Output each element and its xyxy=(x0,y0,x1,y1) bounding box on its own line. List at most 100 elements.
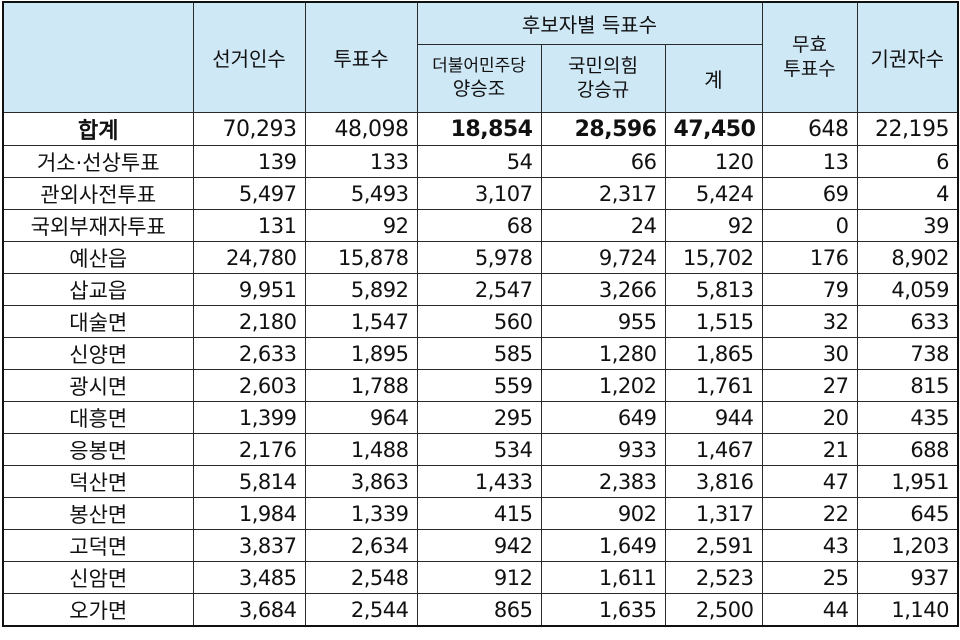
cell-votes: 15,878 xyxy=(304,241,418,274)
table-row: 신양면 2,633 1,895 585 1,280 1,865 30 738 xyxy=(2,337,959,370)
header-candidate-2: 국민의힘 강승규 xyxy=(540,44,666,113)
row-label: 덕산면 xyxy=(2,465,194,498)
cell-abstain: 4 xyxy=(856,177,959,210)
cell-electors: 2,176 xyxy=(192,433,306,466)
cell-total: 1,317 xyxy=(664,497,763,530)
cell-votes: 3,863 xyxy=(304,465,418,498)
header-invalid-line2: 투표수 xyxy=(783,57,836,80)
cell-cand2: 24 xyxy=(540,209,666,242)
table-row: 봉산면 1,984 1,339 415 902 1,317 22 645 xyxy=(2,497,959,530)
row-label: 응봉면 xyxy=(2,433,194,466)
cell-cand1: 415 xyxy=(416,497,542,530)
cell-electors: 139 xyxy=(192,145,306,178)
cell-abstain: 8,902 xyxy=(856,241,959,274)
cell-invalid: 13 xyxy=(761,145,858,178)
header-invalid-line1: 무효 xyxy=(792,33,827,56)
cell-total: 1,515 xyxy=(664,305,763,338)
cell-invalid: 43 xyxy=(761,529,858,562)
cell-electors: 5,497 xyxy=(192,177,306,210)
total-cand1: 18,854 xyxy=(416,112,542,146)
cell-cand2: 9,724 xyxy=(540,241,666,274)
row-label: 예산읍 xyxy=(2,241,194,274)
table-body: 합계 70,293 48,098 18,854 28,596 47,450 64… xyxy=(2,112,959,627)
cell-abstain: 39 xyxy=(856,209,959,242)
cell-cand2: 649 xyxy=(540,401,666,434)
table-header: 선거인수 투표수 후보자별 득표수 무효 투표수 기권자수 더불어민주당 양승조… xyxy=(2,1,959,113)
total-votes: 48,098 xyxy=(304,112,418,146)
total-label: 합계 xyxy=(2,112,194,146)
cell-cand1: 865 xyxy=(416,593,542,627)
cell-votes: 2,634 xyxy=(304,529,418,562)
row-label: 국외부재자투표 xyxy=(2,209,194,242)
cell-total: 92 xyxy=(664,209,763,242)
cell-electors: 1,399 xyxy=(192,401,306,434)
election-results-table: 선거인수 투표수 후보자별 득표수 무효 투표수 기권자수 더불어민주당 양승조… xyxy=(2,1,960,627)
cell-cand2: 1,635 xyxy=(540,593,666,627)
row-label: 광시면 xyxy=(2,369,194,402)
cell-total: 2,523 xyxy=(664,561,763,594)
cell-votes: 964 xyxy=(304,401,418,434)
table-row: 광시면 2,603 1,788 559 1,202 1,761 27 815 xyxy=(2,369,959,402)
cell-cand2: 1,280 xyxy=(540,337,666,370)
cell-abstain: 688 xyxy=(856,433,959,466)
cell-cand1: 5,978 xyxy=(416,241,542,274)
cell-electors: 2,603 xyxy=(192,369,306,402)
cell-abstain: 4,059 xyxy=(856,273,959,306)
cell-cand1: 295 xyxy=(416,401,542,434)
cell-votes: 1,488 xyxy=(304,433,418,466)
cell-electors: 131 xyxy=(192,209,306,242)
total-electors: 70,293 xyxy=(192,112,306,146)
row-label: 신양면 xyxy=(2,337,194,370)
cell-total: 120 xyxy=(664,145,763,178)
cell-cand2: 2,383 xyxy=(540,465,666,498)
header-votes: 투표수 xyxy=(304,1,418,113)
cell-cand1: 68 xyxy=(416,209,542,242)
cell-invalid: 69 xyxy=(761,177,858,210)
table-row: 고덕면 3,837 2,634 942 1,649 2,591 43 1,203 xyxy=(2,529,959,562)
table-row: 오가면 3,684 2,544 865 1,635 2,500 44 1,140 xyxy=(2,593,959,627)
cell-abstain: 435 xyxy=(856,401,959,434)
row-label: 오가면 xyxy=(2,593,194,627)
cell-total: 1,865 xyxy=(664,337,763,370)
cell-invalid: 44 xyxy=(761,593,858,627)
cell-cand1: 1,433 xyxy=(416,465,542,498)
total-invalid: 648 xyxy=(761,112,858,146)
cell-electors: 3,837 xyxy=(192,529,306,562)
cell-abstain: 1,203 xyxy=(856,529,959,562)
cell-cand2: 955 xyxy=(540,305,666,338)
cell-cand2: 3,266 xyxy=(540,273,666,306)
table-row: 관외사전투표 5,497 5,493 3,107 2,317 5,424 69 4 xyxy=(2,177,959,210)
row-label: 대술면 xyxy=(2,305,194,338)
cell-total: 5,424 xyxy=(664,177,763,210)
cell-electors: 9,951 xyxy=(192,273,306,306)
cell-cand2: 1,202 xyxy=(540,369,666,402)
candidate-2-party: 국민의힘 xyxy=(568,54,638,77)
cell-invalid: 22 xyxy=(761,497,858,530)
table-row: 대술면 2,180 1,547 560 955 1,515 32 633 xyxy=(2,305,959,338)
row-label: 봉산면 xyxy=(2,497,194,530)
cell-cand2: 1,611 xyxy=(540,561,666,594)
cell-votes: 2,548 xyxy=(304,561,418,594)
table-row: 대흥면 1,399 964 295 649 944 20 435 xyxy=(2,401,959,434)
cell-total: 1,467 xyxy=(664,433,763,466)
row-label: 관외사전투표 xyxy=(2,177,194,210)
cell-cand1: 559 xyxy=(416,369,542,402)
cell-total: 15,702 xyxy=(664,241,763,274)
cell-electors: 2,180 xyxy=(192,305,306,338)
candidate-2-name: 강승규 xyxy=(576,78,630,101)
corner-cell xyxy=(2,1,194,113)
cell-votes: 133 xyxy=(304,145,418,178)
cell-total: 2,591 xyxy=(664,529,763,562)
header-abstain: 기권자수 xyxy=(856,1,959,113)
cell-cand1: 2,547 xyxy=(416,273,542,306)
total-sum: 47,450 xyxy=(664,112,763,146)
row-label: 거소·선상투표 xyxy=(2,145,194,178)
cell-cand1: 585 xyxy=(416,337,542,370)
cell-electors: 3,684 xyxy=(192,593,306,627)
cell-votes: 5,892 xyxy=(304,273,418,306)
cell-votes: 1,547 xyxy=(304,305,418,338)
cell-cand1: 534 xyxy=(416,433,542,466)
row-label: 대흥면 xyxy=(2,401,194,434)
table-row: 국외부재자투표 131 92 68 24 92 0 39 xyxy=(2,209,959,242)
table-row: 덕산면 5,814 3,863 1,433 2,383 3,816 47 1,951 xyxy=(2,465,959,498)
